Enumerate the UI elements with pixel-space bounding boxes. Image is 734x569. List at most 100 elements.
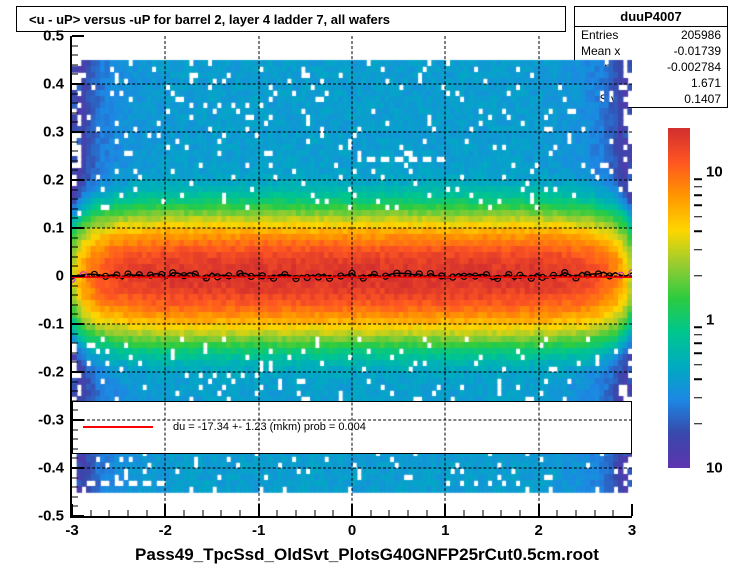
- colorbar-tick: [694, 249, 702, 251]
- x-tick-minor: [202, 510, 203, 516]
- colorbar: 10110: [668, 128, 690, 468]
- x-tick-minor: [613, 510, 614, 516]
- x-tick-minor: [109, 510, 110, 516]
- y-tick-label: -0.1: [38, 316, 64, 333]
- y-tick: [72, 275, 84, 277]
- y-tick-label: 0: [56, 268, 64, 285]
- x-tick-minor: [240, 510, 241, 516]
- colorbar-tick: [694, 342, 702, 344]
- y-tick: [72, 179, 84, 181]
- y-tick: [72, 83, 84, 85]
- y-tick-minor: [72, 218, 78, 219]
- y-tick-minor: [72, 458, 78, 459]
- x-tick: [631, 504, 633, 516]
- y-tick-minor: [72, 151, 78, 152]
- y-tick-label: 0.3: [43, 124, 64, 141]
- x-tick-minor: [314, 510, 315, 516]
- colorbar-tick: [694, 334, 702, 336]
- colorbar-label: 10: [706, 460, 723, 477]
- x-tick-label: 2: [534, 522, 542, 539]
- colorbar-tick: [694, 195, 702, 197]
- y-tick-minor: [72, 64, 78, 65]
- y-tick-minor: [72, 247, 78, 248]
- y-tick-minor: [72, 170, 78, 171]
- x-tick-minor: [128, 510, 129, 516]
- x-tick-minor: [333, 510, 334, 516]
- x-tick: [71, 504, 73, 516]
- y-tick: [72, 131, 84, 133]
- y-tick-minor: [72, 93, 78, 94]
- x-tick-minor: [370, 510, 371, 516]
- x-tick-label: 0: [348, 522, 356, 539]
- stat-value: -0.01739: [674, 44, 721, 58]
- x-tick-label: 1: [441, 522, 449, 539]
- y-tick-label: 0.1: [43, 220, 64, 237]
- x-tick-minor: [184, 510, 185, 516]
- stat-value: 0.1407: [684, 92, 721, 106]
- x-tick: [444, 504, 446, 516]
- y-tick-minor: [72, 199, 78, 200]
- y-tick-minor: [72, 314, 78, 315]
- colorbar-canvas: [668, 128, 690, 468]
- y-tick-minor: [72, 285, 78, 286]
- legend-box: du = -17.34 +- 1.23 (mkm) prob = 0.004: [72, 401, 632, 454]
- y-tick-minor: [72, 295, 78, 296]
- y-tick-label: -0.4: [38, 460, 64, 477]
- x-tick-label: -1: [252, 522, 265, 539]
- x-tick: [538, 504, 540, 516]
- x-tick-minor: [277, 510, 278, 516]
- colorbar-tick: [694, 216, 702, 218]
- x-tick-minor: [146, 510, 147, 516]
- colorbar-tick: [694, 326, 702, 328]
- x-tick-minor: [389, 510, 390, 516]
- x-tick-minor: [501, 510, 502, 516]
- y-tick-minor: [72, 256, 78, 257]
- x-tick-minor: [464, 510, 465, 516]
- y-tick: [72, 419, 84, 421]
- y-tick-label: -0.5: [38, 508, 64, 525]
- colorbar-tick: [694, 352, 702, 354]
- y-tick: [72, 467, 84, 469]
- y-tick-minor: [72, 343, 78, 344]
- y-tick: [72, 35, 84, 37]
- colorbar-tick: [694, 205, 702, 207]
- y-tick-minor: [72, 189, 78, 190]
- y-tick-minor: [72, 496, 78, 497]
- colorbar-tick: [694, 364, 702, 366]
- y-tick-minor: [72, 112, 78, 113]
- y-tick-minor: [72, 400, 78, 401]
- y-tick-minor: [72, 352, 78, 353]
- x-tick-minor: [520, 510, 521, 516]
- y-tick-minor: [72, 55, 78, 56]
- y-tick-minor: [72, 391, 78, 392]
- y-tick-minor: [72, 141, 78, 142]
- y-tick-minor: [72, 333, 78, 334]
- y-tick-minor: [72, 266, 78, 267]
- colorbar-tick: [694, 231, 702, 233]
- y-tick-minor: [72, 362, 78, 363]
- x-tick: [351, 504, 353, 516]
- x-tick-minor: [221, 510, 222, 516]
- x-tick-label: -2: [159, 522, 172, 539]
- x-tick-minor: [296, 510, 297, 516]
- y-tick-minor: [72, 160, 78, 161]
- colorbar-tick: [694, 275, 702, 277]
- y-tick: [72, 515, 84, 517]
- y-tick-minor: [72, 237, 78, 238]
- legend-line-sample: [83, 426, 153, 428]
- y-tick-minor: [72, 74, 78, 75]
- colorbar-tick: [694, 397, 702, 399]
- x-tick-minor: [594, 510, 595, 516]
- x-tick: [258, 504, 260, 516]
- y-tick-label: 0.4: [43, 76, 64, 93]
- plot-title-text: <u - uP> versus -uP for barrel 2, layer …: [29, 12, 390, 27]
- y-tick-minor: [72, 477, 78, 478]
- colorbar-tick: [694, 178, 702, 180]
- y-tick-label: -0.3: [38, 412, 64, 429]
- stat-value: 205986: [681, 28, 721, 42]
- y-tick: [72, 371, 84, 373]
- colorbar-label: 1: [706, 312, 714, 329]
- x-tick-label: -3: [65, 522, 78, 539]
- x-tick-minor: [482, 510, 483, 516]
- y-tick-minor: [72, 122, 78, 123]
